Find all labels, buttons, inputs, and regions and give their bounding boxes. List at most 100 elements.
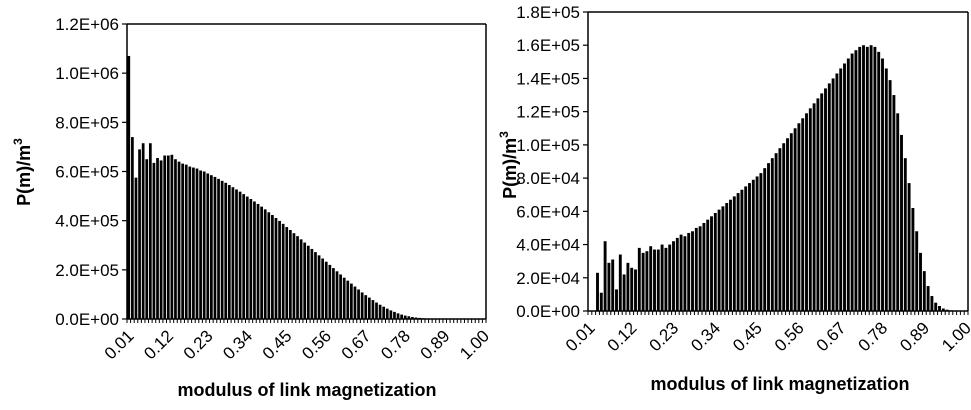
y-tick-label: 1.0E+06 <box>55 64 119 83</box>
bar <box>328 265 331 319</box>
x-tick-label: 0.67 <box>813 318 850 355</box>
bar <box>314 252 317 319</box>
x-tick-label: 0.34 <box>219 326 256 363</box>
bar <box>668 245 671 311</box>
bar <box>214 177 217 319</box>
x-tick-label: 0.89 <box>896 318 933 355</box>
bar <box>786 138 789 311</box>
x-tick-label: 0.78 <box>377 326 414 363</box>
bar <box>271 215 274 319</box>
y-tick-label: 1.2E+06 <box>55 15 119 34</box>
bar <box>293 233 296 319</box>
bar <box>771 158 774 311</box>
bar <box>235 189 238 319</box>
bar <box>397 313 400 319</box>
chart-left-svg: 0.0E+002.0E+054.0E+056.0E+058.0E+051.0E+… <box>0 0 490 405</box>
bar <box>930 296 933 311</box>
bar <box>145 159 148 319</box>
bar <box>257 204 260 319</box>
bar <box>196 169 199 319</box>
bar <box>361 292 364 319</box>
bar <box>596 273 599 311</box>
bar <box>604 241 607 311</box>
bar <box>619 255 622 311</box>
bar <box>740 190 743 311</box>
bar <box>278 221 281 319</box>
bar <box>832 78 835 311</box>
x-tick-label: 1.00 <box>938 318 971 355</box>
bar <box>149 143 152 319</box>
bar <box>661 245 664 311</box>
bar <box>892 95 895 311</box>
bar <box>752 180 755 311</box>
bar <box>163 156 166 319</box>
bar <box>623 274 626 311</box>
bar <box>896 113 899 311</box>
bar <box>188 167 191 319</box>
bar <box>296 236 299 319</box>
bar <box>809 108 812 311</box>
bar <box>756 176 759 311</box>
bar <box>664 248 667 311</box>
y-tick-label: 4.0E+05 <box>55 212 119 231</box>
x-tick-label: 0.45 <box>259 326 296 363</box>
bar <box>178 162 181 319</box>
y-axis-title: P(m)/m3 <box>497 131 520 199</box>
bar <box>911 208 914 311</box>
bar <box>870 45 873 311</box>
bar <box>346 281 349 319</box>
bar <box>737 193 740 311</box>
bar <box>275 218 278 319</box>
bar <box>900 135 903 311</box>
bar <box>683 236 686 311</box>
bar <box>156 158 159 319</box>
bar <box>881 59 884 311</box>
bar <box>638 248 641 311</box>
bar <box>687 233 690 311</box>
bar <box>131 137 134 319</box>
bar <box>927 286 930 311</box>
bar <box>889 80 892 311</box>
bar <box>174 159 177 319</box>
bar <box>210 175 213 319</box>
bar <box>393 312 396 319</box>
bar <box>847 59 850 311</box>
bar <box>364 295 367 319</box>
bar <box>877 52 880 311</box>
bar <box>368 298 371 319</box>
bar <box>246 197 249 319</box>
bar <box>332 268 335 319</box>
bar <box>390 310 393 319</box>
bar <box>630 268 633 311</box>
bar <box>343 278 346 319</box>
y-tick-label: 1.6E+05 <box>516 36 580 55</box>
bar <box>714 213 717 311</box>
bar <box>649 246 652 311</box>
bar <box>217 179 220 319</box>
bar <box>759 173 762 311</box>
bar <box>862 45 865 311</box>
bar <box>267 212 270 319</box>
y-tick-label: 1.0E+05 <box>516 136 580 155</box>
bar <box>339 275 342 320</box>
y-axis-title-main: P(m)/m <box>500 138 520 199</box>
bar <box>653 250 656 311</box>
x-axis-title: modulus of link magnetization <box>650 374 909 394</box>
bar <box>721 206 724 311</box>
bar <box>801 118 804 311</box>
bar <box>171 155 174 319</box>
bar <box>729 200 732 311</box>
x-tick-label: 0.01 <box>562 318 599 355</box>
bar <box>851 54 854 311</box>
bar <box>858 47 861 311</box>
bar <box>260 207 263 319</box>
bar <box>710 216 713 311</box>
bar <box>915 231 918 311</box>
bar <box>615 289 618 311</box>
y-tick-label: 6.0E+04 <box>516 202 580 221</box>
bar <box>699 226 702 311</box>
x-tick-label: 0.45 <box>729 318 766 355</box>
bar <box>702 223 705 311</box>
y-axis-title: P(m)/m3 <box>11 138 34 206</box>
